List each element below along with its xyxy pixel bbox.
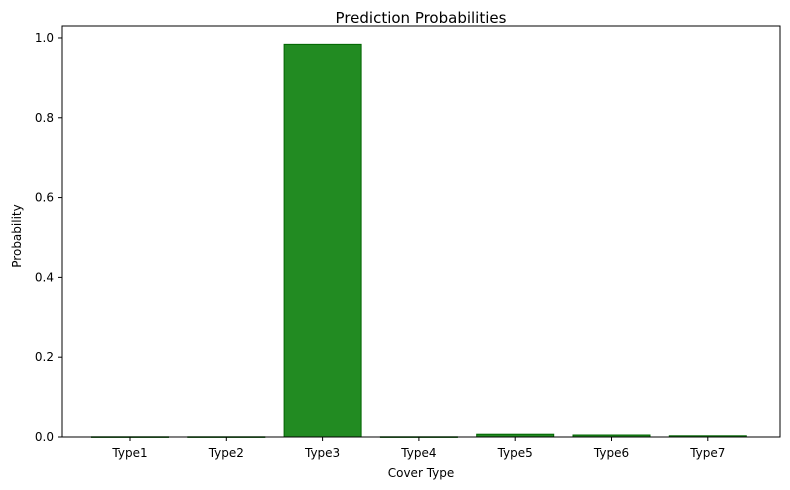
y-axis: 0.0 0.2 0.4 0.6 0.8 1.0 [35,31,62,444]
bar-type3 [283,43,362,438]
x-tick-label: Type6 [593,446,629,460]
y-tick-label: 0.6 [35,191,54,205]
y-axis-label: Probability [10,204,24,267]
x-axis: Type1 Type2 Type3 Type4 Type5 Type6 Type7 [111,437,725,460]
x-tick-label: Type3 [304,446,340,460]
y-tick-label: 1.0 [35,31,54,45]
plot-area-frame [61,25,781,438]
x-tick-label: Type5 [497,446,533,460]
y-tick-label: 0.2 [35,350,54,364]
y-tick-label: 0.0 [35,430,54,444]
x-tick-label: Type2 [208,446,244,460]
x-tick-label: Type7 [689,446,725,460]
chart-title: Prediction Probabilities [336,9,507,27]
x-tick-label: Type1 [111,446,147,460]
y-tick-label: 0.4 [35,270,54,284]
x-tick-label: Type4 [400,446,436,460]
y-tick-label: 0.8 [35,111,54,125]
bars-group [91,43,747,438]
x-axis-label: Cover Type [388,466,455,480]
